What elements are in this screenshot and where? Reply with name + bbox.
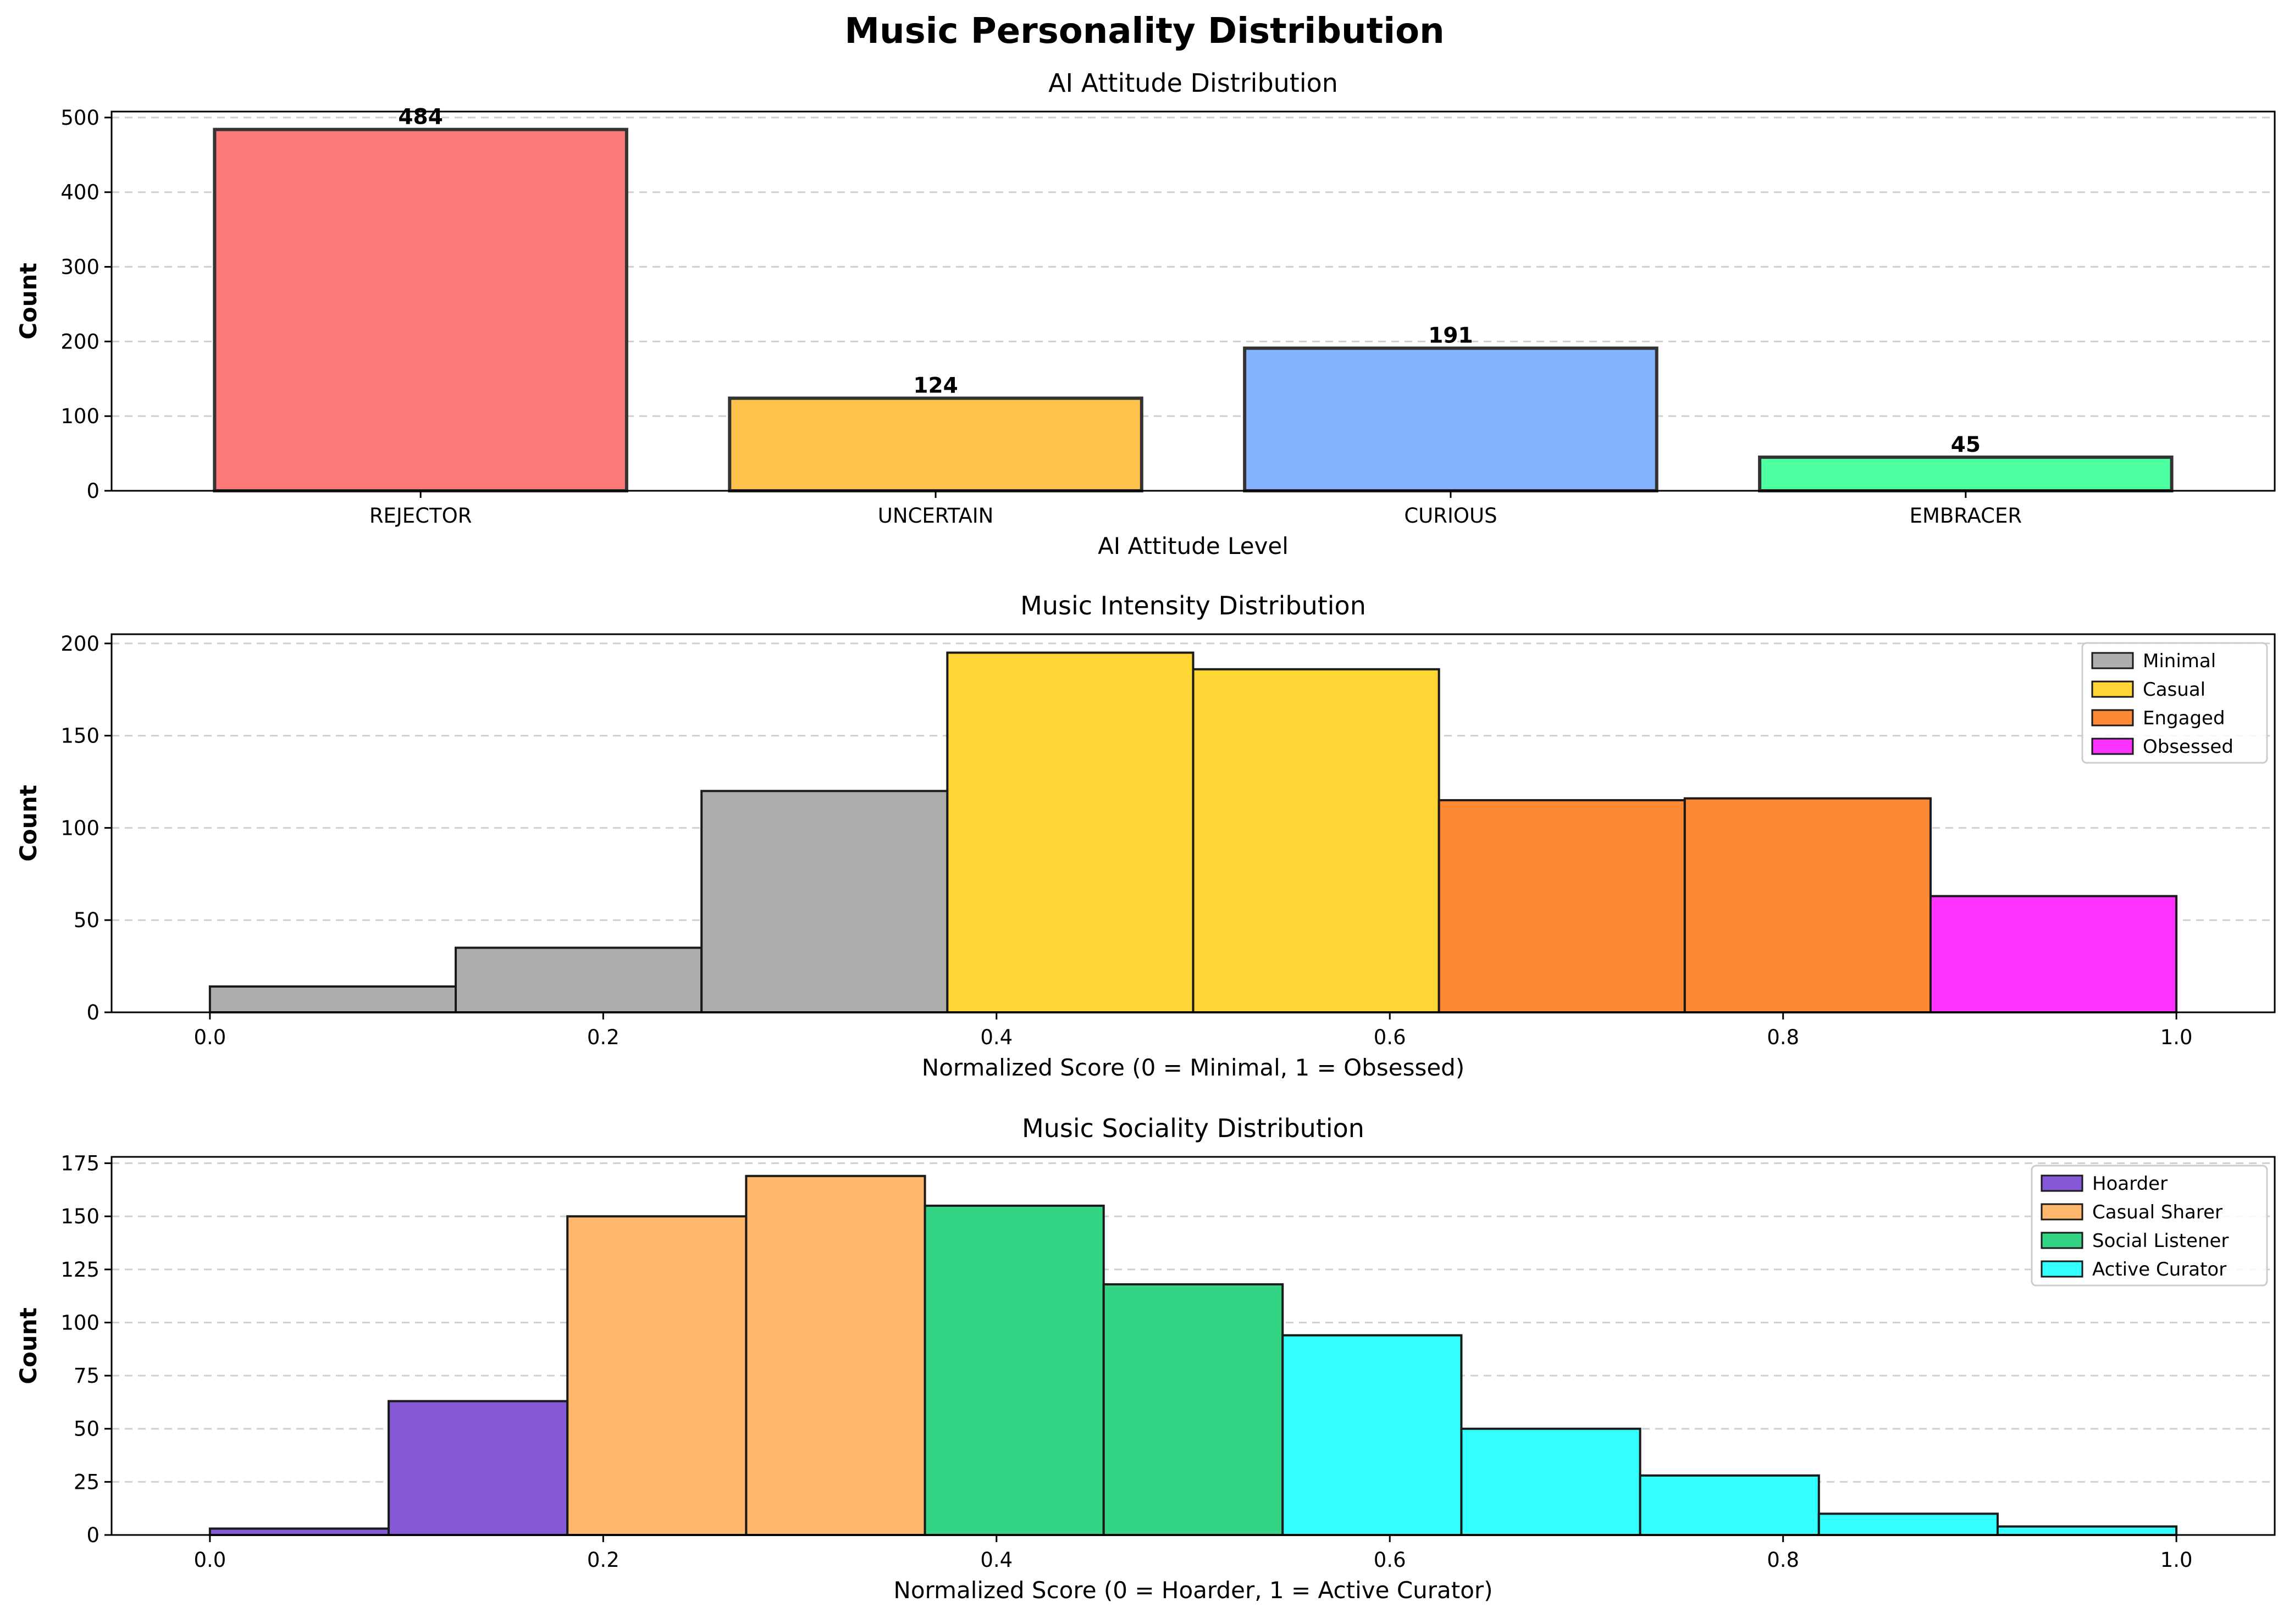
x-tick-label: 1.0 <box>2160 1548 2193 1572</box>
histogram-bar <box>1996 1525 2178 1536</box>
legend: Hoarder Casual Sharer Social Listener Activ… <box>2031 1165 2268 1287</box>
bar-curious <box>1243 346 1658 492</box>
y-tick-label: 0 <box>86 479 99 503</box>
legend-label: Minimal <box>2143 650 2216 672</box>
y-tick-label: 50 <box>74 1417 99 1441</box>
y-tick-label: 25 <box>74 1470 99 1494</box>
x-axis-label: AI Attitude Level <box>1098 533 1289 559</box>
x-tick-label: 0.0 <box>193 1548 226 1572</box>
legend-swatch <box>2041 1203 2083 1221</box>
histogram-bar <box>1639 1474 1820 1537</box>
histogram-bar <box>388 1400 569 1536</box>
bar-rejector <box>213 128 628 492</box>
x-tick-label: REJECTOR <box>369 504 472 528</box>
bar-value-label: 484 <box>398 105 443 130</box>
x-tick-label: 1.0 <box>2160 1026 2193 1049</box>
panel-title: Music Sociality Distribution <box>1022 1113 1364 1143</box>
legend-label: Active Curator <box>2092 1259 2226 1281</box>
x-tick-label: 0.2 <box>587 1026 620 1049</box>
ai-attitude-chart: AI Attitude Distribution 0 100 200 300 400 500… <box>15 68 2276 559</box>
histogram-bar <box>455 946 703 1014</box>
x-tick-label: 0.0 <box>193 1026 226 1049</box>
legend-swatch <box>2041 1260 2083 1278</box>
y-tick-label: 100 <box>60 816 99 840</box>
legend-label: Casual Sharer <box>2092 1201 2222 1223</box>
legend-label: Social Listener <box>2092 1230 2229 1252</box>
y-tick-label: 0 <box>86 1523 99 1547</box>
x-tick-label: EMBRACER <box>1910 504 2022 528</box>
histogram-bar <box>924 1204 1105 1537</box>
bar-value-label: 124 <box>913 374 958 398</box>
panel-title: AI Attitude Distribution <box>1048 68 1338 98</box>
histogram-bar <box>745 1174 926 1537</box>
x-tick-label: CURIOUS <box>1404 504 1497 528</box>
bar-value-label: 45 <box>1951 433 1981 457</box>
x-tick-label: 0.4 <box>980 1026 1013 1049</box>
histogram-bar <box>1817 1512 1999 1537</box>
y-tick-label: 75 <box>74 1364 99 1388</box>
legend-label: Casual <box>2143 679 2205 701</box>
histogram-bar <box>700 790 949 1014</box>
y-tick-label: 200 <box>60 330 99 353</box>
music-sociality-chart: Music Sociality Distribution 0 25 50 75 100 12… <box>15 1113 2276 1604</box>
x-axis-label: Normalized Score (0 = Hoarder, 1 = Activ… <box>893 1577 1492 1604</box>
histogram-bar <box>1460 1427 1641 1536</box>
legend-label: Obsessed <box>2143 736 2233 758</box>
panel-title: Music Intensity Distribution <box>1020 591 1366 620</box>
y-tick-label: 125 <box>60 1258 99 1282</box>
x-axis-label: Normalized Score (0 = Minimal, 1 = Obses… <box>922 1054 1464 1081</box>
y-tick-label: 150 <box>60 724 99 748</box>
bar-embracer <box>1758 455 2174 492</box>
y-tick-label: 100 <box>60 1311 99 1334</box>
axes-frame <box>110 633 2276 1013</box>
histogram-bar <box>208 985 457 1014</box>
legend-swatch <box>2041 1174 2083 1192</box>
legend-label: Hoarder <box>2092 1173 2168 1195</box>
legend-swatch <box>2091 680 2134 698</box>
histogram-bar <box>566 1215 748 1536</box>
legend-label: Engaged <box>2143 707 2225 729</box>
y-tick-label: 175 <box>60 1152 99 1176</box>
x-tick-label: 0.6 <box>1374 1026 1406 1049</box>
x-tick-label: 0.6 <box>1374 1548 1406 1572</box>
axes-frame <box>110 110 2276 492</box>
y-axis-label: Count <box>15 263 42 340</box>
x-tick-label: 0.2 <box>587 1548 620 1572</box>
histogram-bar <box>208 1527 390 1537</box>
x-tick-label: 0.8 <box>1767 1026 1799 1049</box>
x-tick-label: 0.8 <box>1767 1548 1799 1572</box>
histogram-bar <box>1929 895 2178 1013</box>
x-tick-label: UNCERTAIN <box>878 504 994 528</box>
y-tick-label: 400 <box>60 181 99 204</box>
y-tick-label: 150 <box>60 1205 99 1228</box>
legend-swatch <box>2041 1232 2083 1249</box>
histogram-bar <box>1683 797 1932 1013</box>
y-axis-label: Count <box>15 1307 42 1384</box>
y-tick-label: 50 <box>74 908 99 932</box>
histogram-bar <box>1281 1334 1463 1536</box>
legend-frame <box>2031 1165 2268 1287</box>
y-tick-label: 500 <box>60 106 99 130</box>
x-tick-label: 0.4 <box>980 1548 1013 1572</box>
legend: Minimal Casual Engaged Obsessed <box>2081 642 2268 764</box>
legend-swatch <box>2091 738 2134 755</box>
figure-title: Music Personality Distribution <box>844 11 1444 52</box>
y-axis-label: Count <box>15 785 42 862</box>
y-tick-label: 100 <box>60 404 99 428</box>
y-tick-label: 300 <box>60 256 99 279</box>
histogram-bar <box>1437 799 1686 1014</box>
bar-uncertain <box>728 396 1143 493</box>
axes-frame <box>110 1156 2276 1536</box>
legend-swatch <box>2091 709 2134 727</box>
music-intensity-chart: Music Intensity Distribution 0 50 100 150 200… <box>15 591 2276 1081</box>
histogram-bar <box>1102 1283 1284 1537</box>
histogram-bar <box>1192 668 1440 1013</box>
y-tick-label: 0 <box>86 1001 99 1024</box>
histogram-bar <box>946 651 1195 1014</box>
legend-swatch <box>2091 652 2134 669</box>
y-tick-label: 200 <box>60 632 99 656</box>
legend-frame <box>2081 642 2268 764</box>
bar-value-label: 191 <box>1428 324 1473 348</box>
